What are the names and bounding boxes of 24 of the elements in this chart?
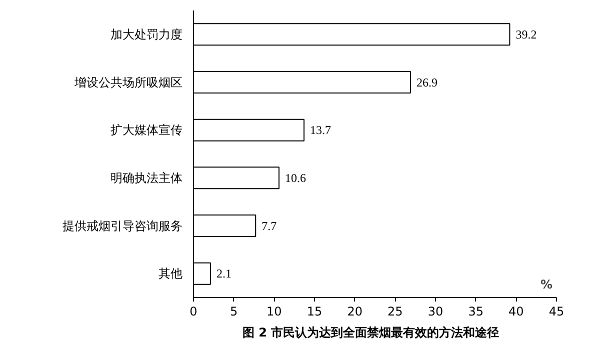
x-tick-label: 25: [388, 304, 403, 318]
data-label: 7.7: [262, 218, 277, 233]
data-label: 26.9: [416, 75, 438, 90]
y-tick-label: 其他: [158, 266, 182, 281]
x-axis-title: %: [540, 278, 553, 292]
x-tick-label: 45: [548, 304, 564, 318]
data-label: 39.2: [516, 27, 537, 42]
x-tick-label: 15: [306, 304, 322, 318]
x-tick-label: 30: [428, 304, 444, 318]
data-label: 10.6: [285, 170, 306, 185]
x-tick-label: 5: [230, 304, 238, 318]
y-tick-label: 明确执法主体: [110, 170, 182, 185]
x-tick-label: 10: [266, 304, 282, 318]
text: 图 2 市民认为达到全面禁烟最有效的方法和途径: [242, 326, 500, 340]
x-tick-label: 20: [347, 304, 362, 318]
x-tick-label: 0: [190, 304, 198, 318]
data-label: 2.1: [216, 266, 232, 281]
x-tick-label: 35: [468, 304, 484, 318]
data-label: 13.7: [310, 123, 332, 138]
y-tick-label: 加大处罚力度: [110, 27, 182, 42]
y-tick-label: 扩大媒体宣传: [110, 123, 182, 138]
x-tick-label: 40: [508, 304, 524, 318]
y-tick-label: 提供戒烟引导咨询服务: [62, 218, 182, 233]
y-tick-label: 增设公共场所吸烟区: [74, 75, 182, 90]
